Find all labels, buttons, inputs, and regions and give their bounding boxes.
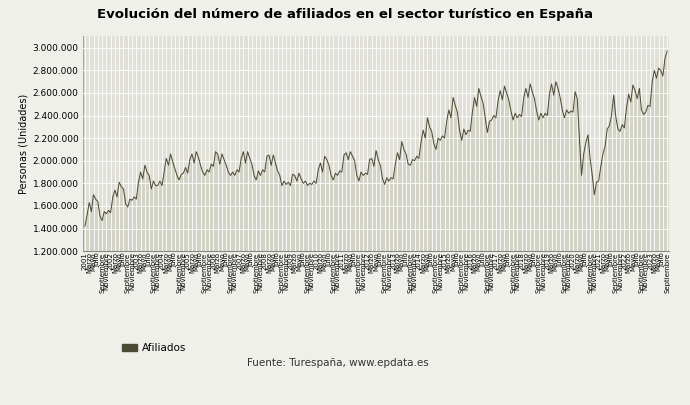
Y-axis label: Personas (Unidades): Personas (Unidades) xyxy=(19,94,28,194)
Text: Fuente: Turespaña, www.epdata.es: Fuente: Turespaña, www.epdata.es xyxy=(247,358,428,369)
Text: Evolución del número de afiliados en el sector turístico en España: Evolución del número de afiliados en el … xyxy=(97,8,593,21)
Legend: Afiliados: Afiliados xyxy=(117,339,191,358)
